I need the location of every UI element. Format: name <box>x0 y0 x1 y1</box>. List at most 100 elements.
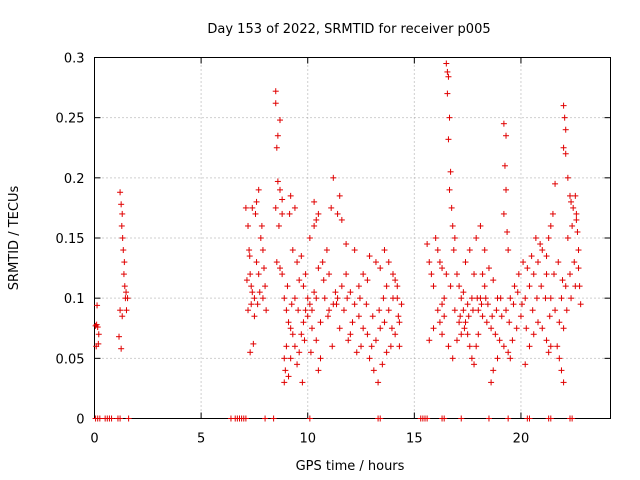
data-point <box>251 295 258 302</box>
data-point <box>243 277 250 284</box>
data-point <box>250 340 257 347</box>
data-point <box>522 361 529 368</box>
chart-title: Day 153 of 2022, SRMTID for receiver p00… <box>207 22 490 37</box>
data-point <box>479 313 486 320</box>
data-point <box>513 325 520 332</box>
data-points <box>92 60 584 422</box>
data-point <box>372 259 379 266</box>
data-point <box>315 367 322 374</box>
data-point <box>564 235 571 241</box>
data-point <box>355 283 362 290</box>
data-point <box>545 349 552 356</box>
data-point <box>560 102 567 109</box>
data-point <box>282 367 289 374</box>
data-point <box>574 228 581 235</box>
data-point <box>562 150 569 157</box>
data-point <box>301 337 308 344</box>
data-point <box>355 313 362 320</box>
y-tick-label: 0.3 <box>64 52 85 67</box>
data-point <box>311 198 318 205</box>
data-point <box>118 201 125 208</box>
data-point <box>490 367 497 374</box>
data-point <box>466 247 473 254</box>
data-point <box>473 235 480 241</box>
data-point <box>569 415 576 422</box>
data-point <box>530 331 537 338</box>
data-point <box>505 349 512 356</box>
data-point <box>353 349 360 356</box>
data-point <box>248 283 255 290</box>
data-point <box>539 247 546 254</box>
data-point <box>315 210 322 217</box>
axis-ticks: 0 0.05 0.1 0.15 0.2 0.25 0.3 0 5 10 15 20 <box>56 52 611 447</box>
data-point <box>377 325 384 332</box>
data-point <box>473 343 480 350</box>
data-point <box>550 271 557 278</box>
x-tick-label: 20 <box>513 432 530 447</box>
data-point <box>573 210 580 217</box>
data-point <box>299 379 306 386</box>
data-point <box>296 277 303 284</box>
data-point <box>462 319 469 326</box>
data-point <box>503 186 510 193</box>
data-point <box>519 301 526 308</box>
data-point <box>366 355 373 362</box>
data-point <box>465 313 472 320</box>
data-point <box>242 204 249 211</box>
data-point <box>380 295 387 302</box>
data-point <box>296 349 303 356</box>
data-point <box>249 204 256 211</box>
data-point <box>338 216 345 223</box>
data-point <box>424 241 431 248</box>
data-point <box>259 247 266 254</box>
data-point <box>494 355 501 362</box>
data-point <box>436 259 443 266</box>
data-point <box>332 289 339 296</box>
data-point <box>458 415 465 422</box>
data-point <box>436 319 443 326</box>
data-point <box>375 379 382 386</box>
data-point <box>345 337 352 344</box>
y-tick-label: 0.1 <box>64 292 85 307</box>
data-point <box>485 415 492 422</box>
data-point <box>274 178 281 185</box>
data-point <box>304 313 311 320</box>
data-point <box>344 295 351 302</box>
data-point <box>253 198 260 205</box>
data-point <box>247 349 254 356</box>
data-point <box>478 301 485 308</box>
data-point <box>358 343 365 350</box>
data-point <box>377 415 384 422</box>
data-point <box>526 283 533 290</box>
data-point <box>479 271 486 278</box>
data-point <box>453 271 460 278</box>
data-point <box>448 204 455 211</box>
data-point <box>121 259 128 266</box>
data-point <box>351 301 358 308</box>
data-point <box>569 222 576 229</box>
data-point <box>294 361 301 368</box>
data-point <box>507 355 514 362</box>
data-point <box>471 271 478 278</box>
data-point <box>338 283 345 290</box>
data-point <box>324 313 331 320</box>
data-point <box>298 331 305 338</box>
data-point <box>94 302 101 309</box>
data-point <box>343 241 350 248</box>
data-point <box>311 289 318 296</box>
data-point <box>286 210 293 217</box>
data-point <box>547 295 554 302</box>
data-point <box>497 295 504 302</box>
data-point <box>549 210 556 217</box>
data-point <box>439 265 446 272</box>
data-point <box>469 307 476 314</box>
data-point <box>364 331 371 338</box>
data-point <box>343 271 350 278</box>
data-point <box>426 259 433 266</box>
data-point <box>377 265 384 272</box>
data-point <box>566 271 573 278</box>
y-tick-label: 0.2 <box>64 172 85 187</box>
data-point <box>396 343 403 350</box>
data-point <box>555 259 562 266</box>
data-point <box>118 222 125 229</box>
